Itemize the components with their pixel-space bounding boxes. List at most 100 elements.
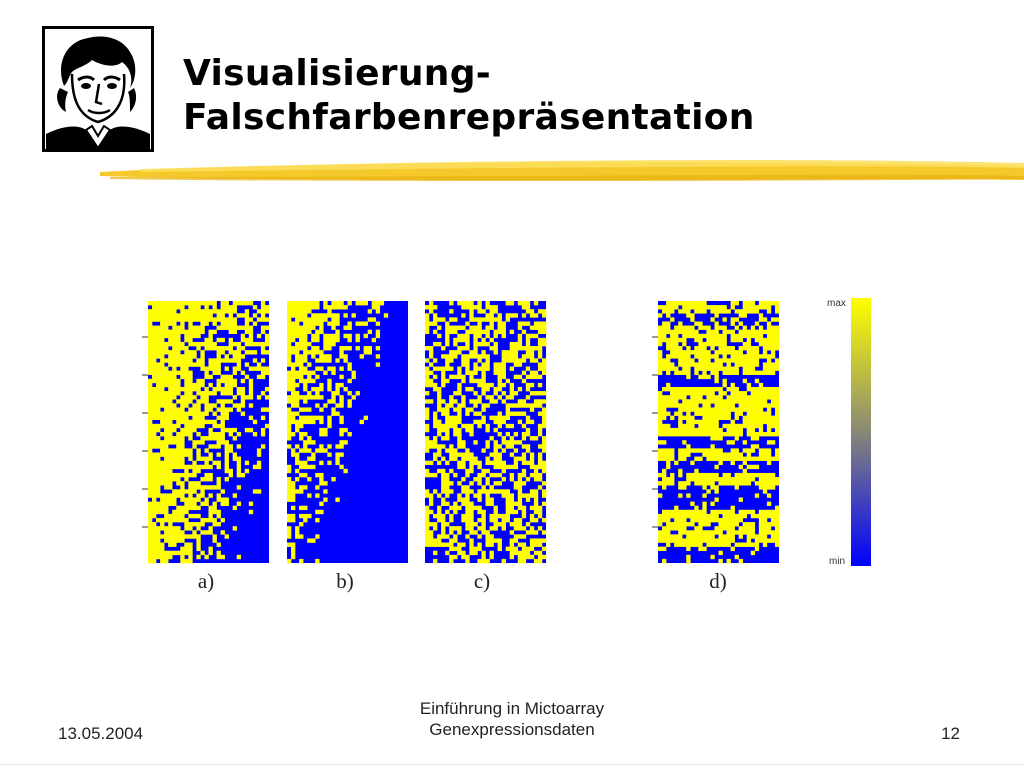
- heatmap-cell: [311, 370, 316, 375]
- heatmap-cell: [291, 370, 296, 375]
- heatmap-cell: [702, 333, 707, 339]
- heatmap-cell: [433, 415, 438, 421]
- heatmap-cell: [176, 313, 181, 318]
- heatmap-cell: [722, 526, 727, 531]
- heatmap-cell: [710, 415, 715, 421]
- heatmap-cell: [758, 305, 764, 310]
- heatmap-cell: [481, 485, 486, 490]
- heatmap-cell: [690, 325, 695, 330]
- footer-title: Einführung in Mictoarray Genexpressionsd…: [352, 698, 672, 740]
- heatmap-cell: [168, 341, 173, 347]
- heatmap-cell: [477, 505, 482, 511]
- heatmap-cell: [172, 321, 177, 326]
- heatmap-cell: [291, 321, 296, 326]
- heatmap-cell: [429, 440, 434, 445]
- heatmap-cell: [770, 329, 776, 335]
- heatmap-cell: [160, 395, 165, 400]
- heatmap-cell: [176, 423, 181, 429]
- heatmap-cell: [240, 325, 246, 330]
- heatmap-cell: [722, 370, 727, 375]
- heatmap-cell: [682, 538, 687, 543]
- heatmap-cell: [513, 448, 519, 453]
- heatmap-cell: [670, 452, 675, 457]
- heatmap-cell: [690, 522, 695, 527]
- heatmap-cell: [762, 341, 768, 347]
- heatmap-cell: [168, 526, 173, 531]
- heatmap-cell: [509, 329, 515, 335]
- heatmap-cell: [750, 427, 756, 433]
- heatmap-cell: [541, 464, 547, 470]
- heatmap-cell: [220, 554, 225, 560]
- heatmap-cell: [666, 432, 671, 437]
- heatmap-cell: [425, 325, 430, 330]
- heatmap-cell: [465, 427, 470, 433]
- heatmap-cell: [477, 333, 482, 339]
- heatmap-cell: [461, 403, 466, 408]
- heatmap-cell: [505, 493, 510, 498]
- heatmap-cell: [694, 346, 699, 351]
- heatmap-cell: [224, 464, 229, 470]
- heatmap-cell: [525, 309, 531, 314]
- heatmap-cell: [525, 354, 531, 359]
- heatmap-cell: [164, 534, 169, 539]
- heatmap-cell: [433, 472, 438, 478]
- heatmap-cell: [212, 517, 217, 523]
- heatmap-cell: [706, 477, 711, 482]
- heatmap-cell: [698, 481, 703, 486]
- heatmap-cell: [148, 354, 153, 359]
- heatmap-cell: [315, 403, 320, 408]
- heatmap-cell: [690, 403, 695, 408]
- heatmap-cell: [750, 354, 756, 359]
- heatmap-cell: [473, 341, 478, 347]
- heatmap-cell: [750, 477, 756, 482]
- heatmap-cell: [505, 517, 510, 523]
- heatmap-cell: [160, 542, 165, 547]
- heatmap-cell: [489, 485, 494, 490]
- heatmap-cell: [754, 329, 760, 335]
- heatmap-cell: [746, 415, 752, 421]
- heatmap-cell: [469, 542, 474, 547]
- heatmap-cell: [315, 366, 320, 371]
- heatmap-cell: [433, 452, 438, 457]
- color-scale-bar: [851, 298, 871, 566]
- heatmap-cell: [698, 448, 703, 453]
- heatmap-cell: [208, 456, 213, 461]
- heatmap-cell: [303, 354, 308, 359]
- heatmap-cell: [228, 337, 233, 343]
- heatmap-cell: [517, 501, 523, 506]
- heatmap-cell: [152, 460, 157, 466]
- heatmap-cell: [164, 452, 169, 457]
- heatmap-cell: [327, 341, 332, 347]
- heatmap-cell: [152, 542, 157, 547]
- heatmap-cell: [702, 305, 707, 310]
- heatmap-cell: [216, 350, 221, 355]
- heatmap-cell: [204, 460, 209, 466]
- heatmap-cell: [686, 346, 691, 351]
- heatmap-cell: [248, 341, 254, 347]
- heatmap-cell: [457, 391, 462, 396]
- heatmap-cell: [425, 313, 430, 318]
- heatmap-cell: [307, 362, 312, 367]
- heatmap-cell: [445, 325, 450, 330]
- heatmap-cell: [252, 432, 258, 437]
- heatmap-cell: [710, 534, 715, 539]
- heatmap-cell: [287, 321, 292, 326]
- heatmap-cell: [168, 358, 173, 363]
- heatmap-cell: [666, 423, 671, 429]
- heatmap-cell: [327, 399, 332, 404]
- heatmap-cell: [521, 321, 527, 326]
- heatmap-cell: [750, 542, 756, 547]
- heatmap-cell: [248, 301, 254, 306]
- heatmap-cell: [236, 501, 242, 506]
- heatmap-cell: [236, 341, 242, 347]
- heatmap-cell: [260, 350, 266, 355]
- heatmap-cell: [722, 407, 727, 412]
- heatmap-cell: [343, 427, 348, 433]
- heatmap-cell: [172, 411, 177, 416]
- heatmap-cell: [156, 530, 161, 535]
- heatmap-cell: [746, 358, 752, 363]
- heatmap-cell: [244, 321, 250, 326]
- heatmap-cell: [208, 374, 213, 380]
- heatmap-cell: [537, 411, 543, 416]
- heatmap-cell: [188, 542, 193, 547]
